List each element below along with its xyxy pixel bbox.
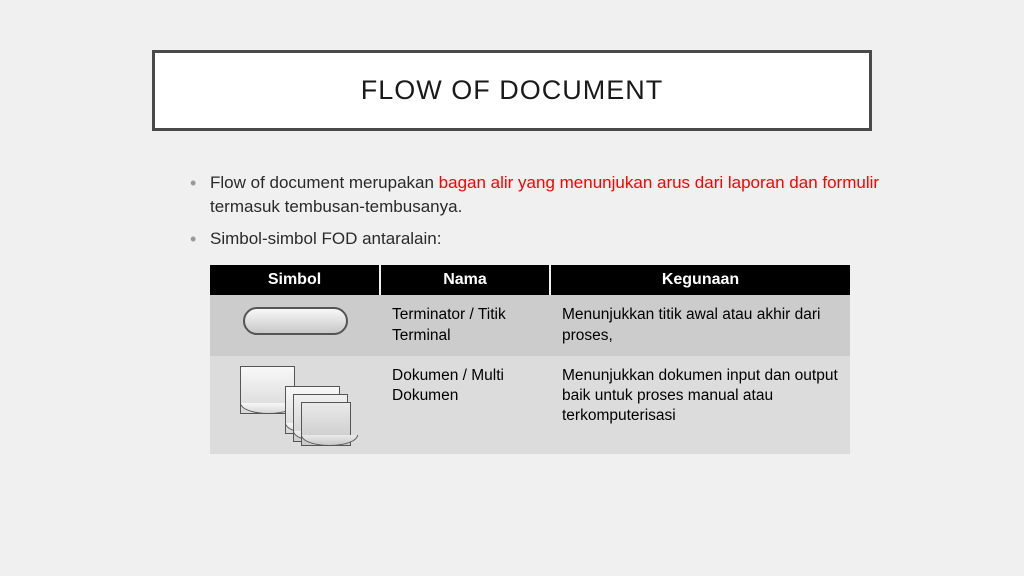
kegunaan-cell-1: Menunjukkan dokumen input dan output bai… [550, 356, 850, 454]
header-kegunaan: Kegunaan [550, 265, 850, 295]
bullet-0-pre: Flow of document merupakan [210, 173, 439, 192]
bullet-1-pre: Simbol-simbol FOD antaralain: [210, 229, 441, 248]
terminator-icon [243, 307, 348, 335]
table-row: Terminator / Titik Terminal Menunjukkan … [210, 295, 850, 355]
title-box: FLOW OF DOCUMENT [152, 50, 872, 131]
page-title: FLOW OF DOCUMENT [195, 75, 829, 106]
nama-cell-0: Terminator / Titik Terminal [380, 295, 550, 355]
symbol-cell-document [210, 356, 380, 454]
symbol-cell-terminator [210, 295, 380, 355]
bullet-0-highlight: bagan alir yang menunjukan arus dari lap… [439, 173, 879, 192]
nama-cell-1: Dokumen / Multi Dokumen [380, 356, 550, 454]
table-row: Dokumen / Multi Dokumen Menunjukkan doku… [210, 356, 850, 454]
bullet-list: Flow of document merupakan bagan alir ya… [190, 171, 884, 250]
document-icon [240, 366, 350, 444]
header-nama: Nama [380, 265, 550, 295]
content-area: Flow of document merupakan bagan alir ya… [190, 171, 884, 454]
bullet-0-post: termasuk tembusan-tembusanya. [210, 197, 462, 216]
symbol-table: Simbol Nama Kegunaan Terminator / Titik … [210, 265, 850, 453]
bullet-item-1: Simbol-simbol FOD antaralain: [190, 227, 884, 251]
table-header-row: Simbol Nama Kegunaan [210, 265, 850, 295]
header-simbol: Simbol [210, 265, 380, 295]
bullet-item-0: Flow of document merupakan bagan alir ya… [190, 171, 884, 219]
kegunaan-cell-0: Menunjukkan titik awal atau akhir dari p… [550, 295, 850, 355]
